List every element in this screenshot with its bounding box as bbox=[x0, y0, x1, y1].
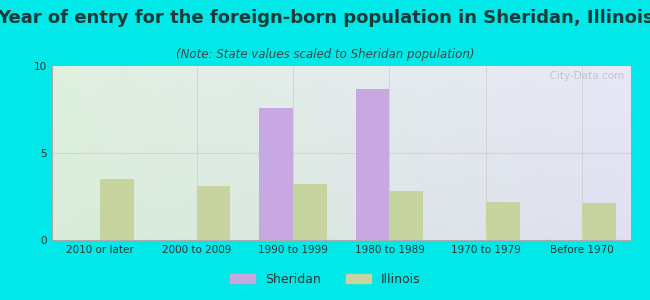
Bar bbox=[196, 186, 230, 240]
Text: Year of entry for the foreign-born population in Sheridan, Illinois: Year of entry for the foreign-born popul… bbox=[0, 9, 650, 27]
Bar bbox=[293, 184, 327, 240]
Text: (Note: State values scaled to Sheridan population): (Note: State values scaled to Sheridan p… bbox=[176, 48, 474, 61]
Text: City-Data.com: City-Data.com bbox=[543, 71, 625, 81]
Bar bbox=[389, 191, 423, 240]
Bar bbox=[100, 179, 134, 240]
Bar bbox=[486, 202, 519, 240]
Legend: Sheridan, Illinois: Sheridan, Illinois bbox=[225, 268, 425, 291]
Bar bbox=[582, 203, 616, 240]
Bar bbox=[259, 108, 293, 240]
Bar bbox=[356, 88, 389, 240]
